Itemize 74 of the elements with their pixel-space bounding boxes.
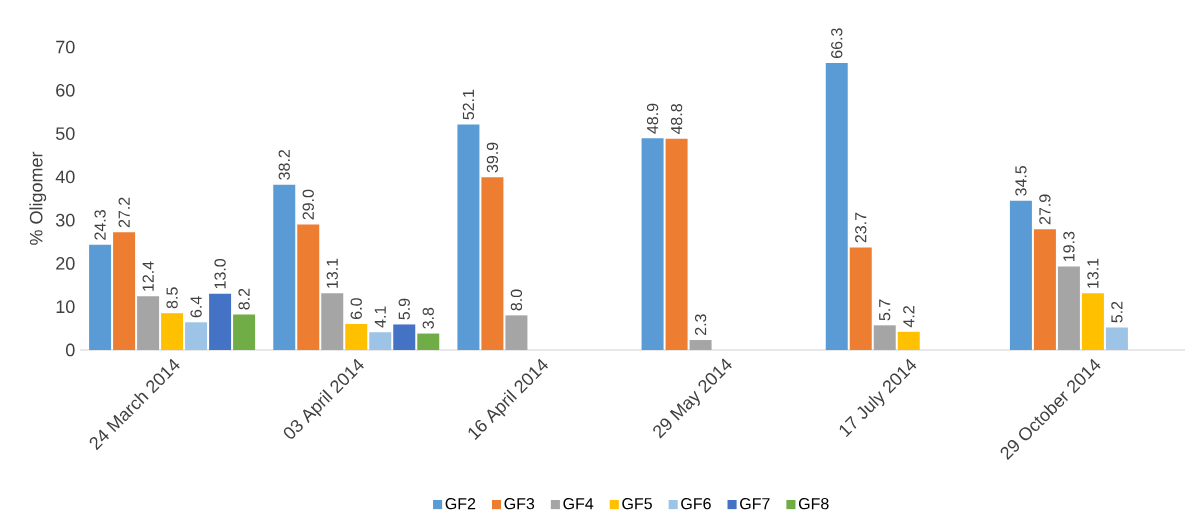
data-label: 3.8 (422, 307, 434, 329)
bar (825, 63, 848, 350)
bar (457, 124, 480, 350)
bar (273, 184, 296, 350)
legend-label: GF3 (504, 498, 535, 510)
bar (1081, 293, 1104, 350)
bar (1105, 327, 1128, 350)
bar (297, 224, 320, 350)
data-label: 13.1 (326, 258, 338, 288)
bar (1009, 200, 1032, 350)
bar (849, 247, 872, 350)
data-label: 27.2 (118, 197, 130, 228)
data-label: 39.9 (486, 142, 499, 173)
legend-label: GF8 (798, 498, 829, 510)
bar (873, 325, 896, 350)
bar (161, 313, 184, 350)
data-label: 24.3 (94, 210, 106, 240)
data-label: 66.3 (831, 28, 843, 58)
data-label: 4.1 (374, 306, 386, 328)
data-label: 5.2 (1111, 301, 1123, 323)
data-label: 4.2 (903, 306, 915, 328)
data-label: 38.2 (278, 150, 290, 180)
data-label: 48.9 (646, 103, 659, 134)
bar (1057, 266, 1080, 350)
data-label: 8.2 (238, 288, 250, 310)
bar (345, 324, 368, 350)
data-label: 19.3 (1063, 231, 1075, 261)
bar (113, 232, 136, 350)
bar (505, 315, 528, 350)
data-label: 48.8 (670, 104, 683, 135)
y-tick-label: 40 (55, 170, 75, 184)
y-tick-label: 10 (56, 300, 75, 314)
data-label: 6.0 (350, 298, 362, 319)
bar (897, 331, 920, 350)
legend-label: GF6 (681, 498, 711, 510)
y-tick-label: 50 (55, 127, 75, 140)
legend-label: GF2 (445, 498, 476, 510)
data-label: 52.1 (462, 89, 475, 120)
bar (665, 138, 688, 350)
data-label: 8.0 (510, 289, 523, 311)
bar (137, 296, 160, 350)
bar (481, 177, 504, 350)
bar (89, 244, 112, 350)
legend-label: GF5 (622, 498, 652, 510)
y-tick-label: 0 (66, 343, 75, 357)
bar (417, 333, 440, 350)
legend-label: GF4 (563, 498, 594, 510)
bar (321, 293, 344, 350)
legend-label: GF7 (740, 498, 770, 510)
bar (185, 322, 208, 350)
y-axis-title: % Oligomer (29, 151, 47, 245)
data-label: 34.5 (1015, 165, 1027, 196)
data-label: 13.0 (214, 258, 226, 289)
bar (641, 138, 664, 350)
data-label: 8.5 (166, 287, 178, 309)
data-label: 5.9 (398, 298, 410, 320)
data-label: 2.3 (694, 314, 707, 335)
y-tick-label: 20 (56, 257, 75, 270)
bar (209, 293, 232, 350)
bar (1033, 229, 1056, 350)
data-label: 12.4 (142, 261, 154, 291)
data-label: 23.7 (855, 212, 867, 243)
data-label: 5.7 (879, 299, 891, 321)
y-tick-label: 30 (55, 213, 75, 227)
y-tick-label: 70 (56, 40, 75, 54)
data-label: 27.9 (1039, 194, 1051, 225)
bar (393, 324, 416, 350)
y-tick-label: 60 (56, 83, 75, 97)
data-label: 29.0 (302, 189, 314, 220)
bar (689, 340, 712, 350)
bar (233, 314, 256, 350)
data-label: 13.1 (1087, 258, 1099, 288)
bar (369, 332, 392, 350)
data-label: 6.4 (190, 296, 202, 318)
